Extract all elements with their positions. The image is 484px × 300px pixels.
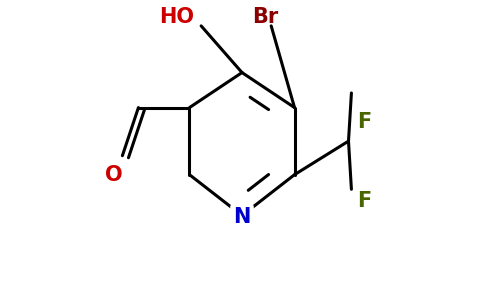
Text: F: F: [357, 112, 372, 132]
Text: N: N: [233, 207, 251, 227]
Text: O: O: [105, 165, 122, 185]
Text: Br: Br: [252, 7, 278, 27]
Text: HO: HO: [159, 7, 194, 27]
Text: F: F: [357, 191, 372, 211]
